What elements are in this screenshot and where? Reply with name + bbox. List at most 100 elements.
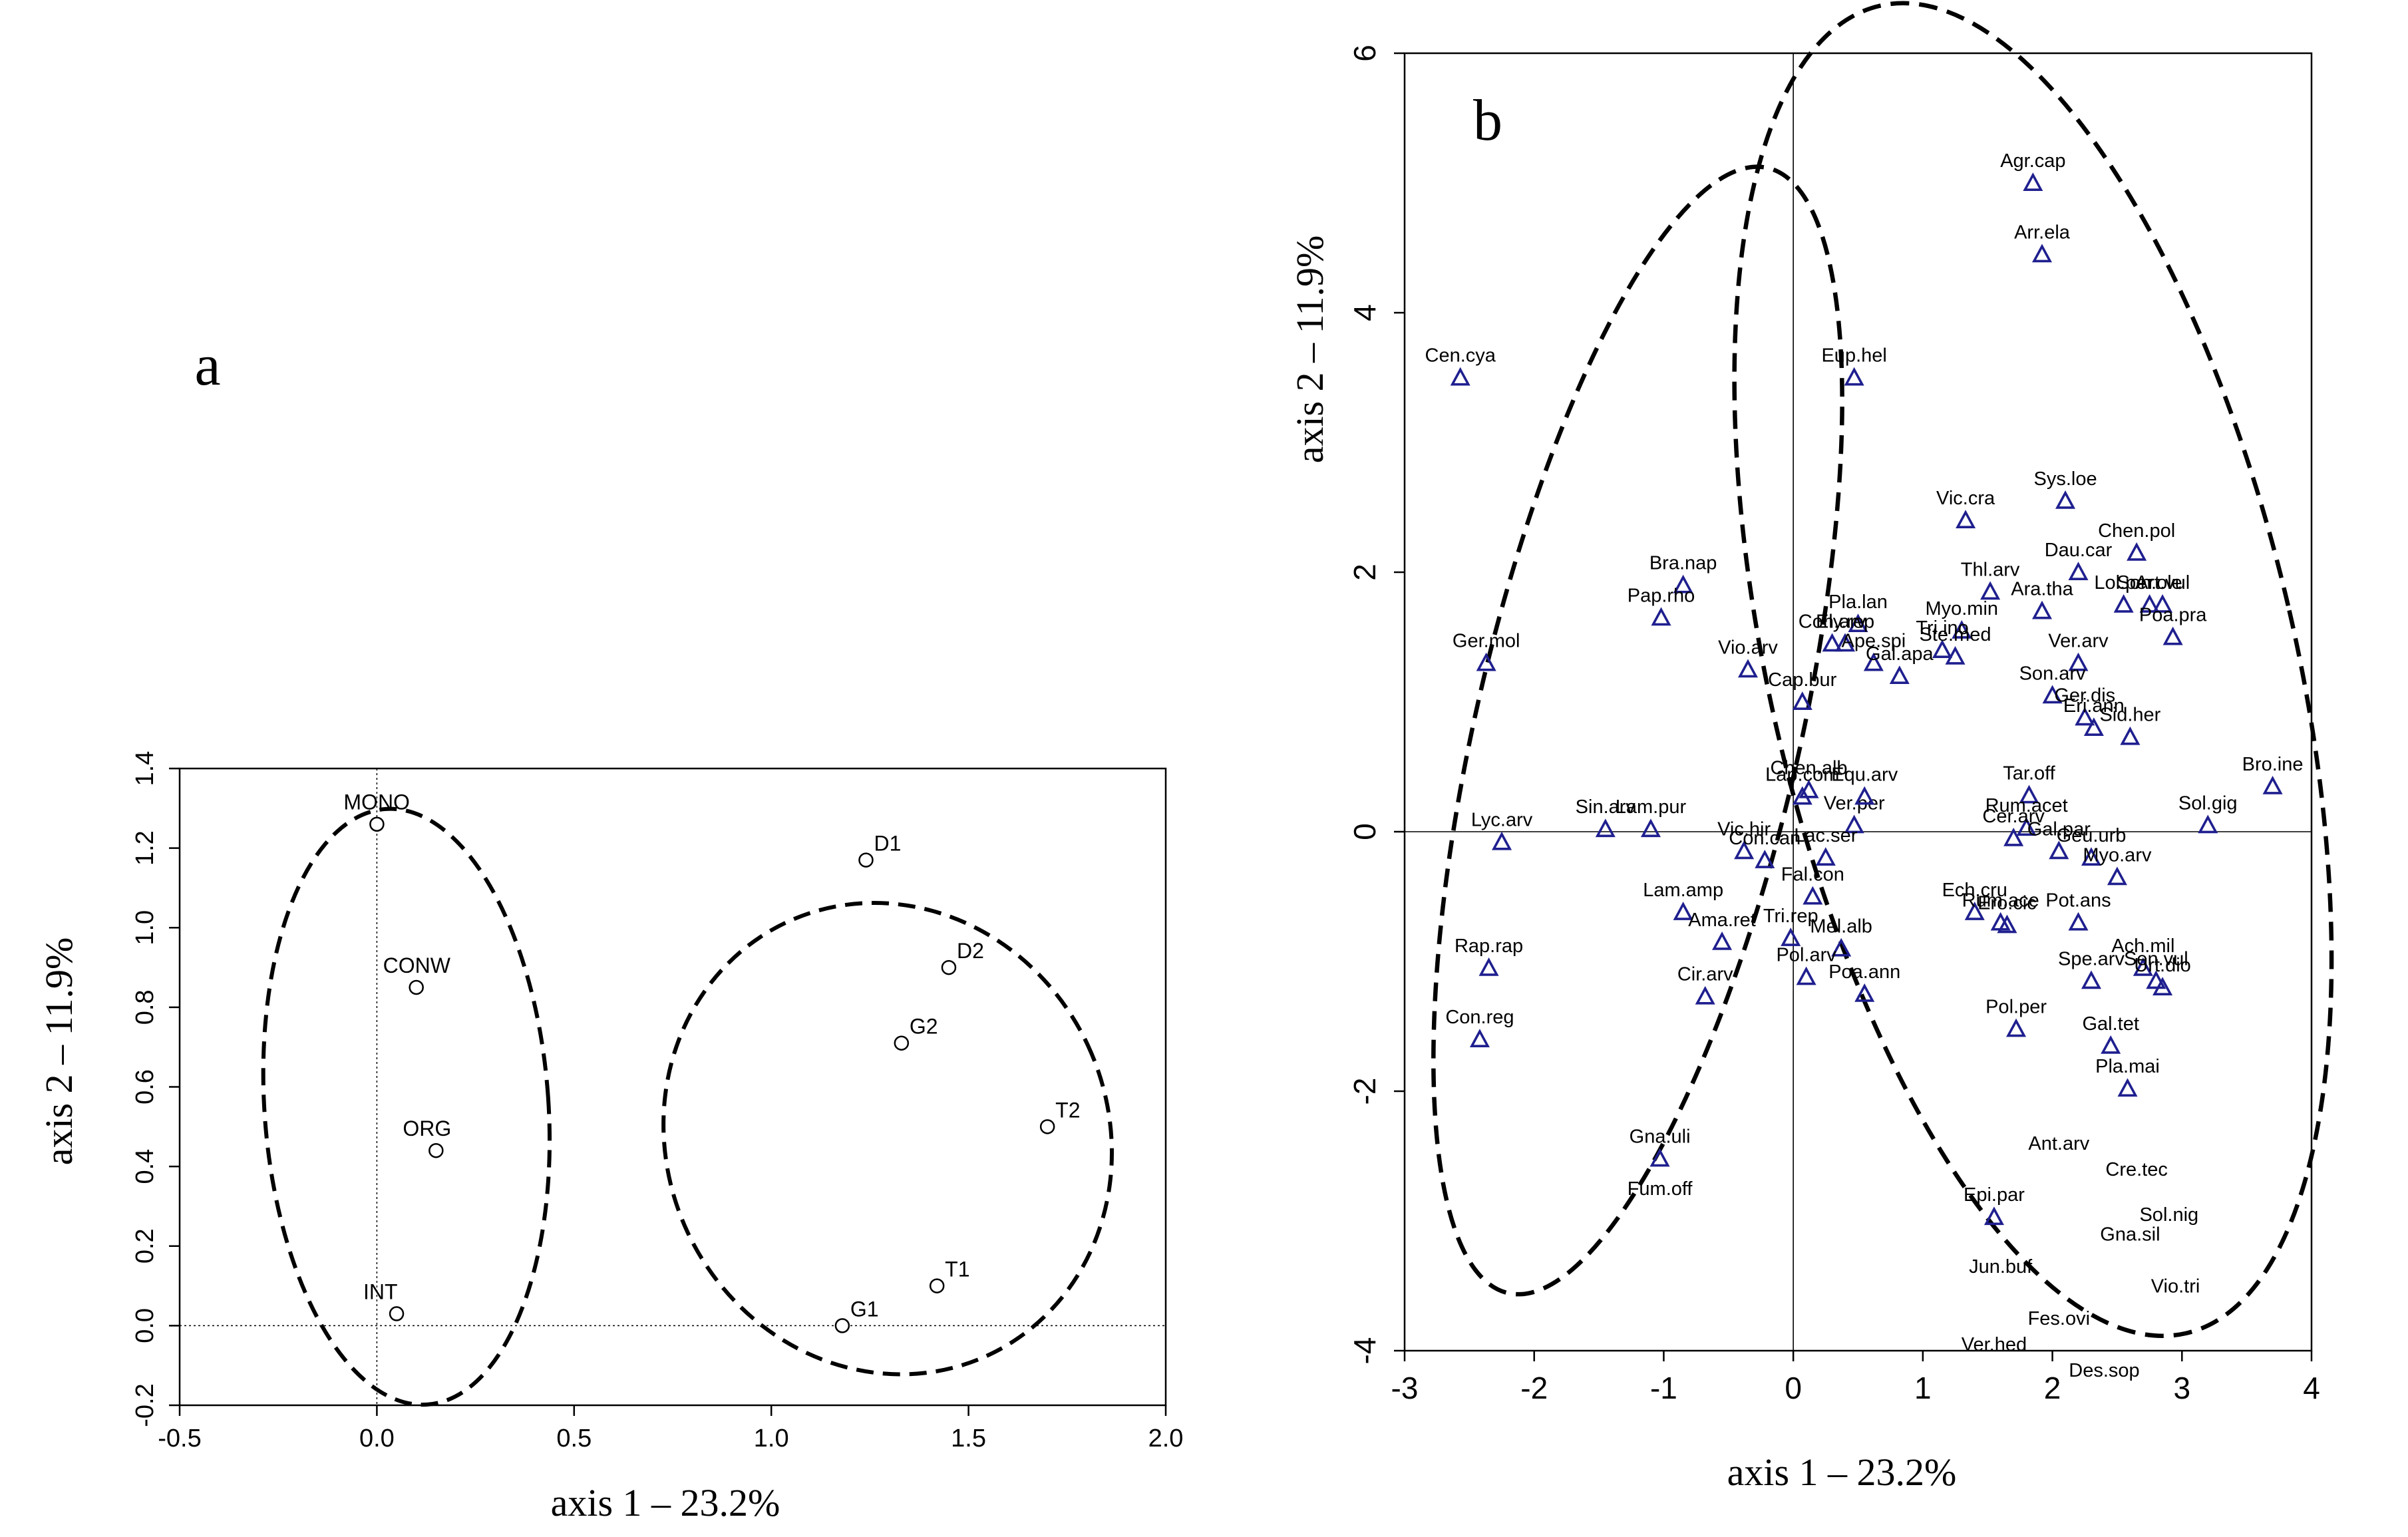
panel-b-point-con-can — [1755, 850, 1775, 868]
panel-b-text-label: Sol.nig — [2139, 1204, 2198, 1226]
panel-b-point-lac-ser — [1815, 847, 1836, 866]
panel-b-point-label: Gna.uli — [1630, 1126, 1691, 1147]
panel-a-y-tick-label: 0.4 — [131, 1149, 159, 1184]
panel-b-point-label: Sid.her — [2099, 705, 2160, 726]
panel-a-point-label: INT — [363, 1280, 398, 1303]
panel-b-point-label: Myo.min — [1925, 598, 1998, 619]
panel-b-group-ellipse — [1732, 1, 2334, 1338]
panel-b-point-lam-amp — [1673, 902, 1693, 920]
panel-b-text-label: Ant.arv — [2028, 1133, 2089, 1154]
panel-b-point-ara-tha — [2031, 600, 2053, 619]
panel-a-point-label: T2 — [1055, 1098, 1080, 1122]
panel-b-point-label: Tri.rep — [1763, 906, 1818, 927]
panel-b-point-label: Con.can — [1729, 828, 1801, 849]
panel-b-point-label: Cer.arv — [1982, 806, 2045, 827]
panel-b-point-lam-pur — [1640, 818, 1661, 838]
panel-b-point-tar-off — [2019, 784, 2039, 804]
panel-b-y-axis-title: axis 2 – 11.9% — [1288, 236, 1331, 464]
panel-b-point-eup-hel — [1844, 367, 1864, 386]
panel-b-point-dau-car — [2068, 562, 2089, 581]
panel-b-point-bra-nap — [1673, 574, 1693, 594]
panel-b-text-label: Vio.tri — [2151, 1276, 2200, 1297]
panel-a-point-label: D1 — [874, 832, 901, 856]
panel-b-point-label: Eri.ann — [2063, 695, 2125, 717]
panel-b-point-ech-cru — [1964, 902, 1985, 920]
panel-b-point-spe-arv — [2081, 970, 2102, 989]
panel-b-point-label: Cen.cya — [1425, 345, 1496, 367]
panel-b-text-label: Des.sop — [2069, 1360, 2139, 1381]
panel-b-point-arr-ela — [2031, 244, 2053, 263]
panel-b-point-ver-per — [1844, 814, 1864, 834]
panel-b-point-label: Chen.alb — [1770, 758, 1847, 779]
panel-a-point-d1 — [858, 852, 874, 868]
panel-b-point-bro-ine — [2262, 775, 2283, 794]
panel-b-point-tri-rep — [1781, 928, 1801, 946]
panel-b-point-label: Pol.per — [1985, 996, 2047, 1017]
panel-b-point-label: Ste.med — [1920, 624, 1991, 645]
panel-b-point-label: Lyc.arv — [1471, 810, 1533, 831]
panel-a-point-int — [389, 1306, 405, 1321]
panel-b-text-label: Fum.off — [1628, 1178, 1693, 1200]
panel-b-point-pla-mai — [2117, 1078, 2138, 1097]
panel-b-point-ger-dis — [2075, 707, 2095, 726]
panel-b-point-gna-uli — [1649, 1148, 1670, 1167]
panel-b-x-tick-label: -2 — [1520, 1371, 1548, 1405]
panel-b-point-label: Myo.arv — [2083, 844, 2152, 866]
panel-b-point-label: Vio.arv — [1718, 637, 1778, 658]
panel-a-x-tick-label: -0.5 — [158, 1425, 201, 1452]
panel-b-point-label: Pol.arv — [1776, 944, 1836, 965]
panel-b-point-label: Epi.par — [1964, 1184, 2025, 1206]
panel-b-point-label: Lam.amp — [1643, 880, 1723, 901]
panel-b-point-label: Son.arv — [2019, 663, 2086, 684]
panel-b-point-cen-cya — [1450, 367, 1470, 386]
panel-a-point-t1 — [929, 1278, 945, 1293]
panel-b-point-label: Cir.arv — [1677, 964, 1733, 985]
panel-b-point-label: Mel.alb — [1810, 916, 1872, 938]
panel-b-point-sen-vul — [2146, 970, 2166, 989]
panel-b-point-label: Pla.lan — [1828, 592, 1888, 613]
panel-b-point-agr-cap — [2023, 172, 2043, 192]
panel-b-point-sid-her — [2120, 726, 2141, 745]
panel-b-point-label: Rum.acet — [1985, 795, 2068, 816]
panel-b-text-label: Cre.tec — [2105, 1159, 2167, 1180]
panel-b-point-epi-par — [1983, 1206, 2004, 1226]
panel-a-y-tick-label: 1.4 — [131, 751, 159, 786]
panel-b-point-poa-pra — [2162, 626, 2183, 645]
panel-b-text-label: Ver.hed — [1962, 1334, 2027, 1355]
panel-b-point-cer-arv — [2003, 827, 2024, 846]
panel-a-point-t2 — [1039, 1119, 1055, 1134]
panel-b-point-geu-urb — [2081, 847, 2102, 866]
panel-b-point-vic-cra — [1956, 510, 1976, 529]
panel-b-point-label: Ely.rep — [1816, 611, 1874, 632]
panel-a-point-label: D2 — [957, 939, 984, 963]
panel-b-point-label: Rum.ace — [1962, 890, 2039, 912]
panel-b-point-sin-arv — [1595, 818, 1616, 838]
panel-b-point-gal-tet — [2101, 1035, 2121, 1054]
panel-b-point-label: Con.reg — [1445, 1007, 1514, 1028]
panel-b-point-label: Ech.cru — [1942, 880, 2007, 901]
panel-b-point-rum-acet — [2016, 817, 2037, 836]
panel-b-point-label: Fal.con — [1781, 864, 1844, 886]
panel-a-group-ellipse — [661, 901, 1115, 1377]
panel-b-y-tick-label: 0 — [1347, 823, 1382, 840]
panel-b-y-tick-label: 6 — [1347, 45, 1382, 62]
panel-a-point-label: MONO — [343, 790, 410, 814]
panel-b-point-chen-alb — [1799, 779, 1819, 798]
panel-a-y-tick-label: 1.2 — [131, 830, 159, 866]
panel-a-plot-frame — [178, 767, 1167, 1407]
panel-b-point-label: Chen.pol — [2098, 520, 2175, 542]
panel-b-point-vic-hir — [1734, 840, 1755, 860]
panel-b-point-label: Spe.arv — [2058, 948, 2125, 969]
panel-b-point-rap-rap — [1478, 957, 1499, 976]
panel-b-point-fal-con — [1803, 886, 1823, 905]
panel-a-point-g2 — [894, 1035, 910, 1051]
panel-a-x-tick-label: 1.5 — [951, 1425, 986, 1452]
panel-b-point-label: Ero.cic — [1978, 892, 2037, 914]
panel-b-point-lyc-arv — [1492, 831, 1512, 850]
panel-a-label: a — [194, 333, 220, 398]
panel-a-y-tick-label: 0.0 — [131, 1308, 159, 1343]
panel-b-point-myo-arv — [2107, 866, 2127, 886]
panel-a-x-axis-title: axis 1 – 23.2% — [551, 1481, 780, 1524]
panel-b-point-label: Eup.hel — [1821, 345, 1886, 367]
